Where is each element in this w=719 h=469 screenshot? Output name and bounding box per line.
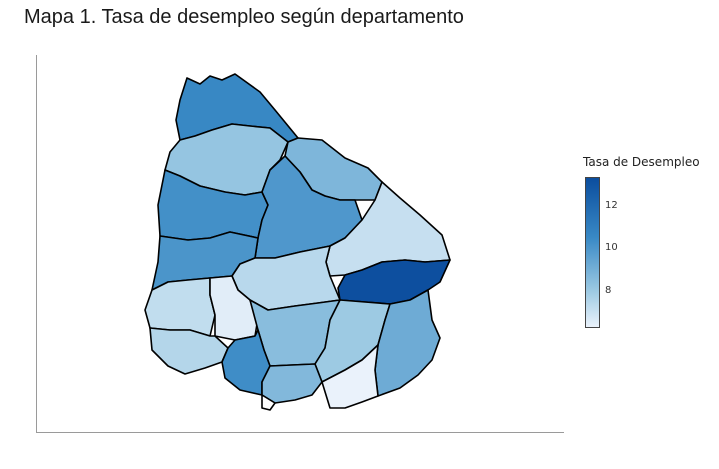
department-southwest[interactable] — [144, 277, 216, 337]
map-title: Mapa 1. Tasa de desempleo según departam… — [24, 6, 464, 28]
plot-frame-left-edge — [36, 55, 37, 433]
legend-tick-label: 8 — [605, 284, 612, 296]
legend-title: Tasa de Desempleo — [583, 155, 700, 169]
plot-frame-bottom-edge — [36, 432, 564, 433]
department-southeast-corner[interactable] — [321, 344, 379, 409]
departments — [144, 73, 451, 411]
legend-tick-label: 10 — [605, 242, 618, 254]
department-coastal-fragment — [261, 394, 276, 411]
legend-tick-label: 12 — [605, 199, 618, 211]
legend-colorbar — [585, 177, 600, 328]
department-south-small[interactable] — [261, 363, 323, 404]
